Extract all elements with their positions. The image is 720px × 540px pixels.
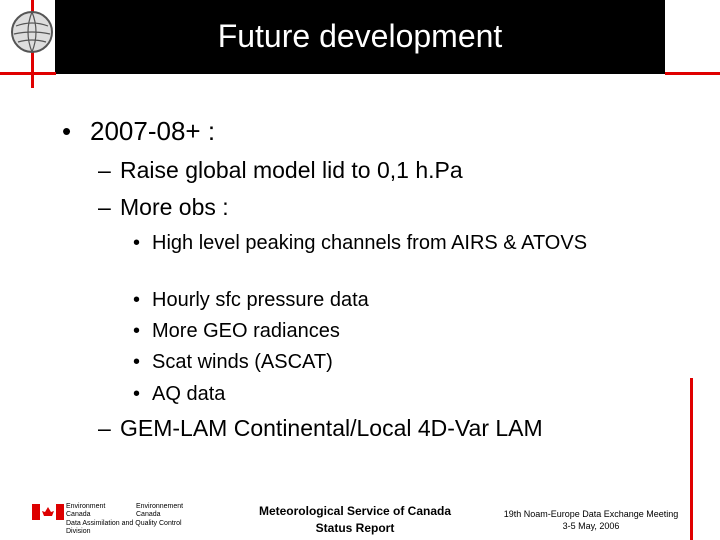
bullet-marker: • xyxy=(62,116,72,146)
footer-center: Meteorological Service of Canada xyxy=(258,504,452,518)
bullet-text: More GEO radiances xyxy=(152,320,340,342)
bullet-text: AQ data xyxy=(152,383,226,405)
bullet-text: Hourly sfc pressure data xyxy=(152,289,369,311)
bullet-text: More obs : xyxy=(120,194,229,220)
bullet-marker: – xyxy=(98,415,111,441)
bullet-marker: • xyxy=(133,289,141,311)
bullet-marker: • xyxy=(133,383,141,405)
red-rule xyxy=(665,72,720,75)
bullet-marker: – xyxy=(98,194,111,220)
bullet-marker: • xyxy=(133,320,141,342)
bullet-marker: • xyxy=(133,232,141,254)
title-bar xyxy=(55,0,665,74)
red-rule xyxy=(0,72,56,75)
footer-right: 19th Noam-Europe Data Exchange Meeting xyxy=(503,509,679,519)
red-rule xyxy=(690,378,693,540)
footer-right: 3-5 May, 2006 xyxy=(562,521,620,531)
bullet-text: High level peaking channels from AIRS & … xyxy=(152,232,588,254)
bullet-text: 2007-08+ : xyxy=(90,116,216,146)
logo-division: Data Assimilation and Quality Control Di… xyxy=(66,520,182,535)
bullet-marker: – xyxy=(98,157,111,183)
bullet-text: GEM-LAM Continental/Local 4D-Var LAM xyxy=(120,415,543,441)
canada-flag xyxy=(32,504,64,520)
globe-logo xyxy=(11,11,53,53)
bullet-marker: • xyxy=(133,351,141,373)
slide-title: Future development xyxy=(217,18,503,54)
logo-english: Environment Canada xyxy=(66,503,106,518)
bullet-text: Raise global model lid to 0,1 h.Pa xyxy=(120,157,463,183)
bullet-text: Scat winds (ASCAT) xyxy=(152,351,333,373)
logo-french: Environnement Canada xyxy=(136,503,184,518)
footer-center: Status Report xyxy=(315,521,395,535)
